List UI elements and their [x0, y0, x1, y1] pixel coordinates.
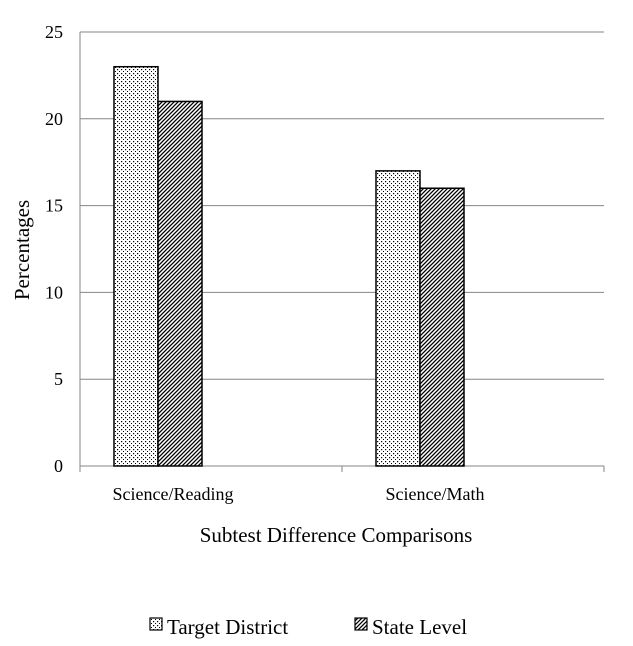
- bar-dots-1: [375, 170, 421, 467]
- y-tick-labels: 0 5 10 15 20 25: [45, 22, 63, 476]
- legend-label: Target District: [167, 615, 288, 639]
- x-axis-label: Subtest Difference Comparisons: [200, 523, 473, 547]
- bar-dots-0: [113, 65, 159, 467]
- x-tick-labels: Science/Reading Science/Math: [113, 484, 485, 504]
- y-tick-label: 25: [45, 22, 63, 42]
- y-tick-label: 0: [54, 456, 63, 476]
- legend-item: Target District: [149, 615, 288, 639]
- x-tick-label: Science/Reading: [113, 484, 234, 504]
- legend-label: State Level: [372, 615, 467, 639]
- bars: [113, 65, 465, 467]
- y-tick-label: 15: [45, 196, 63, 216]
- y-axis-label: Percentages: [10, 200, 34, 300]
- legend-swatch-dots: [149, 617, 163, 631]
- y-tick-label: 5: [54, 369, 63, 389]
- legend-swatch-hatch: [354, 617, 368, 631]
- x-tick-label: Science/Math: [386, 484, 485, 504]
- bar-hatch-1: [419, 187, 465, 467]
- bar-hatch-0: [157, 100, 203, 467]
- y-tick-label: 20: [45, 109, 63, 129]
- y-tick-label: 10: [45, 282, 63, 302]
- legend-item: State Level: [354, 615, 467, 639]
- legend: Target District State Level: [149, 615, 467, 639]
